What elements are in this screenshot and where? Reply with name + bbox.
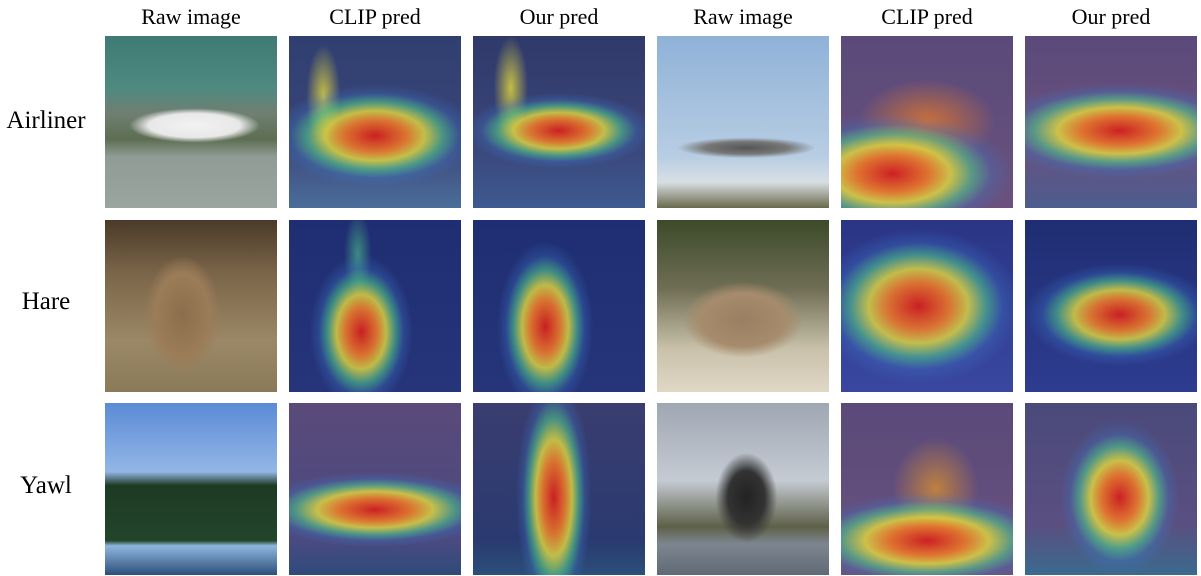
column-header: Our pred (1071, 4, 1151, 29)
column-header: Raw image (141, 4, 241, 29)
heatmap-image (473, 36, 645, 208)
raw-image (657, 403, 829, 575)
raw-image (657, 220, 829, 392)
raw-image (105, 220, 277, 392)
heatmap-image (841, 220, 1013, 392)
raw-image (105, 36, 277, 208)
row-label: Airliner (6, 107, 86, 134)
column-header: Our pred (519, 4, 599, 29)
heatmap-image (1025, 36, 1197, 208)
heatmap-image (289, 220, 461, 392)
column-header: CLIP pred (329, 4, 421, 29)
column-header: CLIP pred (881, 4, 973, 29)
raw-image (657, 36, 829, 208)
heatmap-image (1025, 403, 1197, 575)
heatmap-image (473, 220, 645, 392)
heatmap-image (473, 403, 645, 575)
row-label: Hare (21, 288, 71, 315)
heatmap-image (841, 36, 1013, 208)
heatmap-image (289, 403, 461, 575)
heatmap-image (1025, 220, 1197, 392)
row-label: Yawl (20, 472, 72, 499)
heatmap-image (841, 403, 1013, 575)
heatmap-image (289, 36, 461, 208)
raw-image (105, 403, 277, 575)
column-header: Raw image (693, 4, 793, 29)
